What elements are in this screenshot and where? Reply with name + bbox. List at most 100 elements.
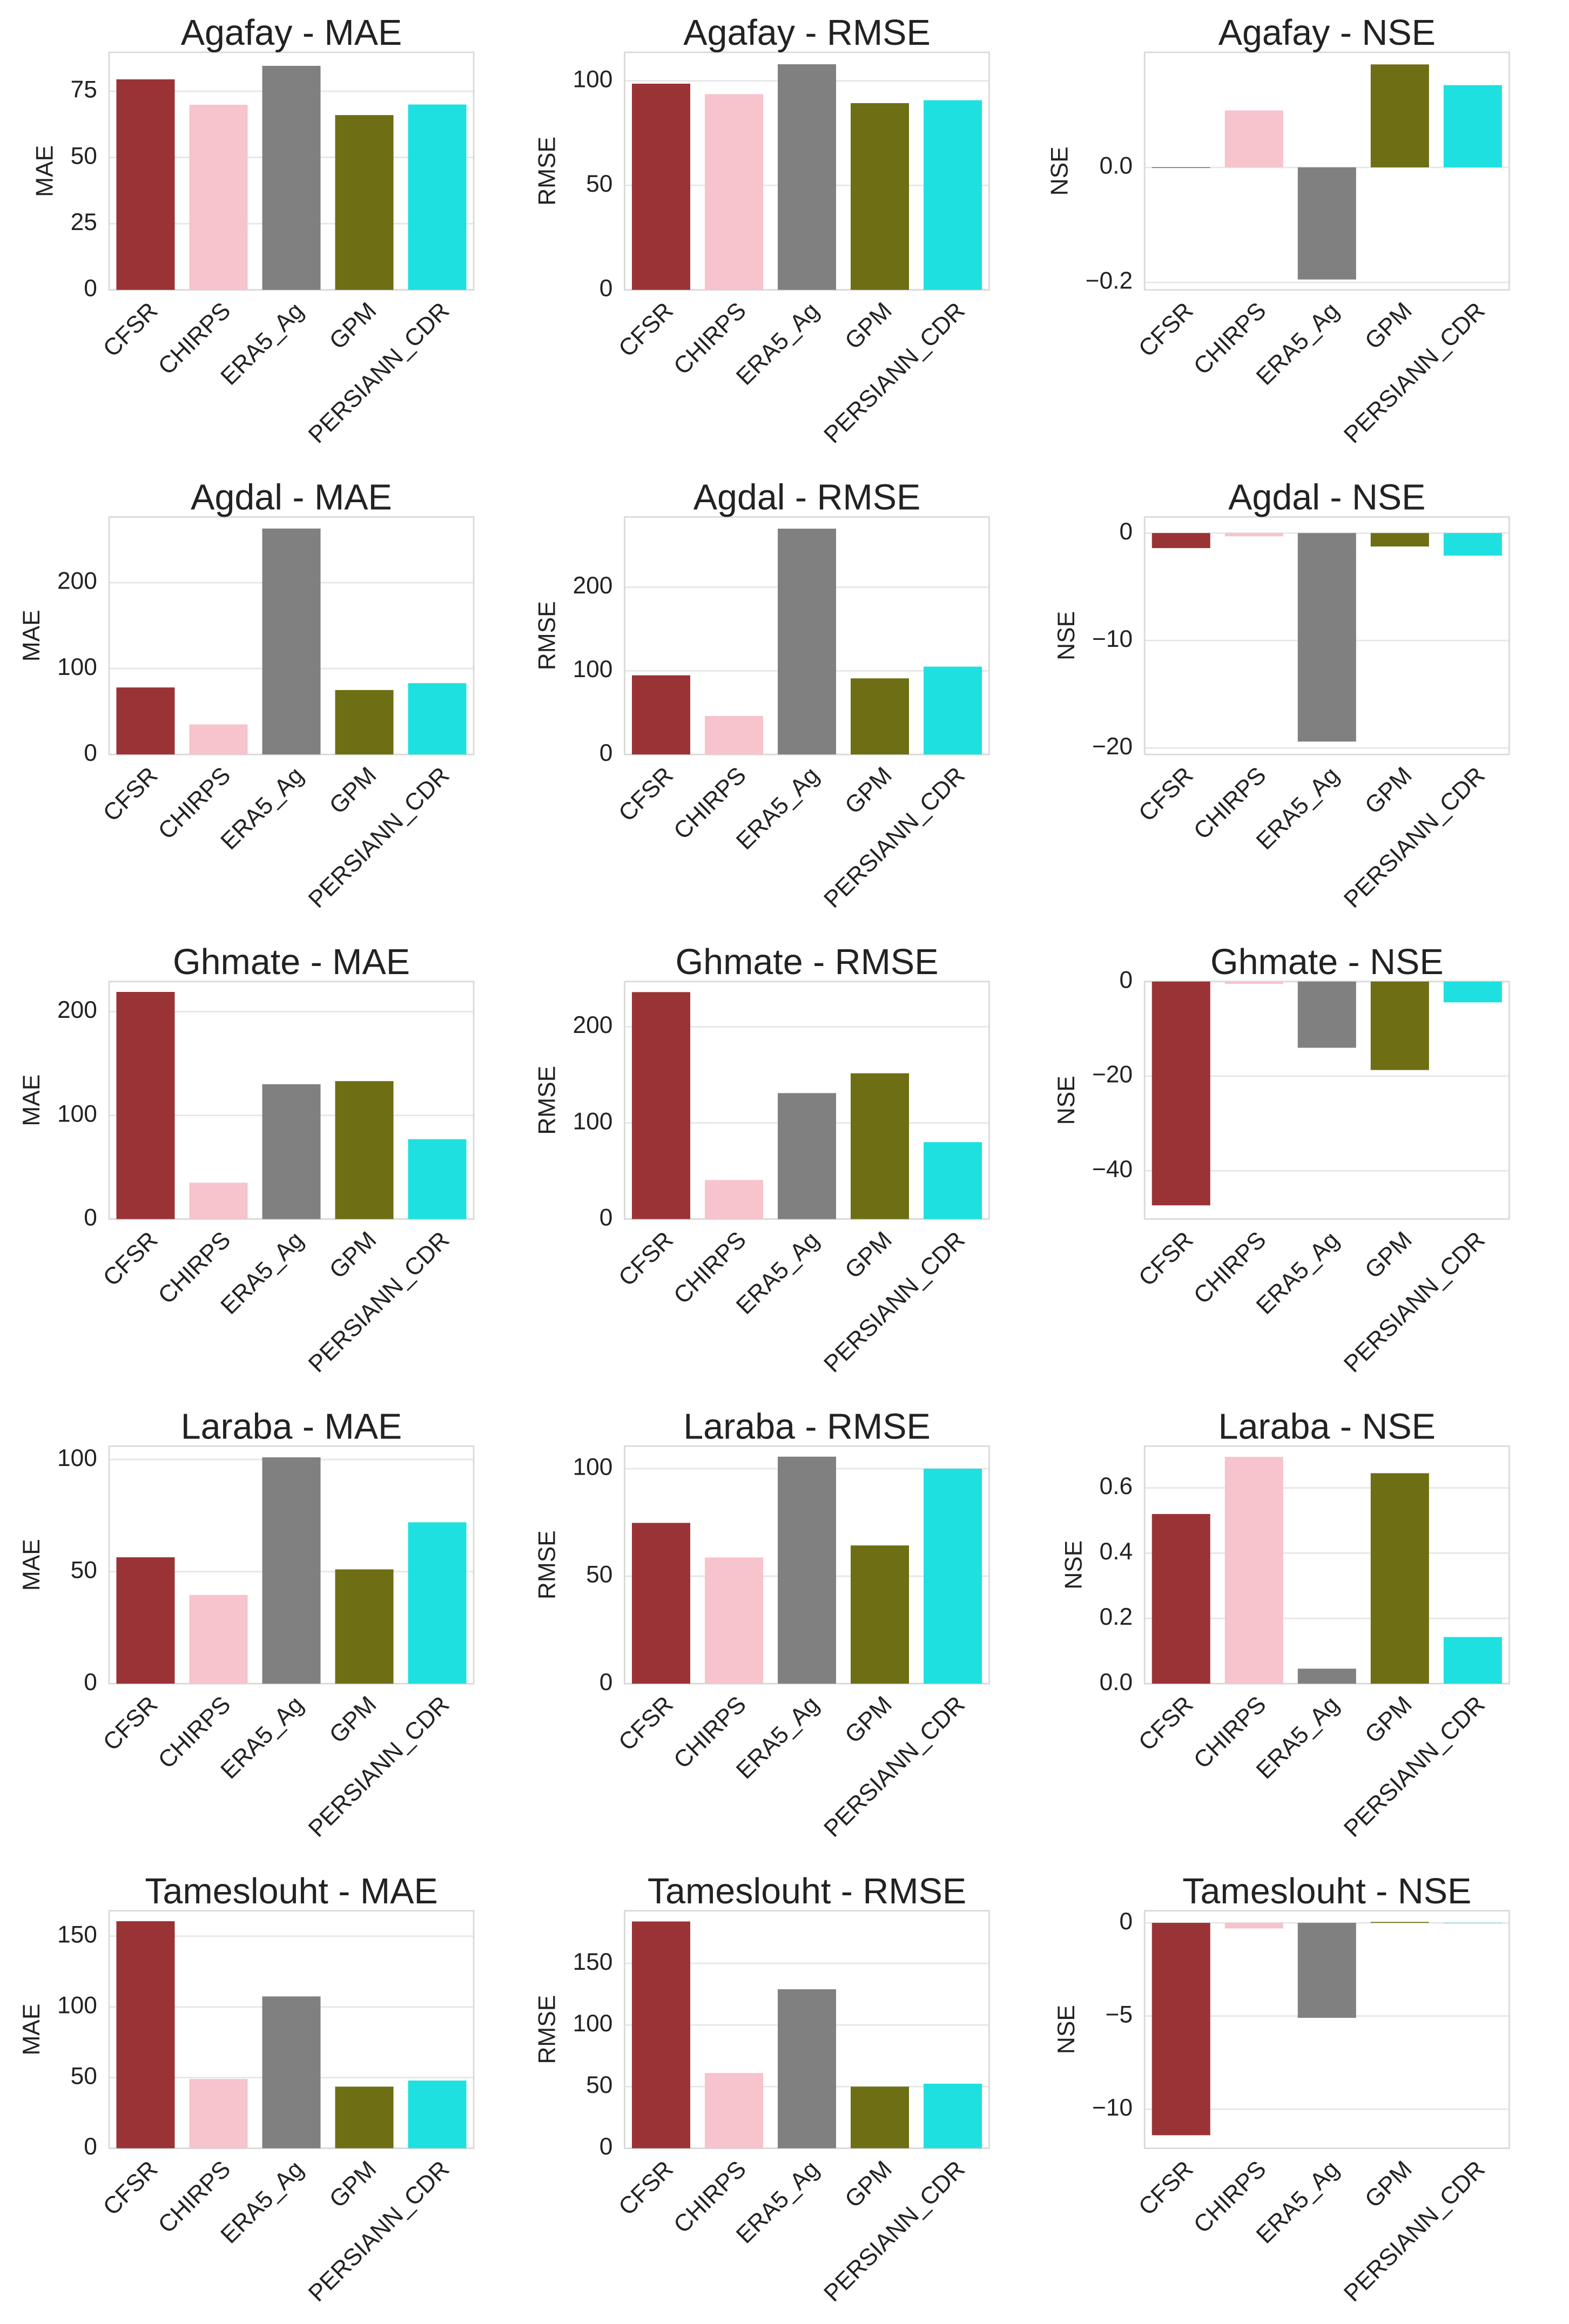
plot-frame	[1143, 51, 1510, 291]
bar	[1443, 85, 1502, 167]
x-tick-label: PERSIANN_CDR	[819, 2156, 970, 2307]
bar	[189, 105, 248, 290]
bar	[262, 65, 321, 290]
y-tick-label: −10	[1092, 2095, 1133, 2121]
bar	[1297, 533, 1356, 742]
y-tick-label: 0	[84, 1669, 97, 1695]
y-tick-label: 200	[573, 1012, 612, 1038]
chart-title: Laraba - RMSE	[683, 1407, 931, 1447]
y-tick-label: 200	[57, 568, 97, 594]
y-tick-label: 0.0	[1100, 153, 1133, 179]
chart-title: Agafay - MAE	[181, 13, 402, 53]
bar	[1443, 533, 1502, 556]
x-tick-label: CFSR	[98, 1227, 163, 1292]
y-tick-label: 0.4	[1100, 1538, 1133, 1565]
x-tick-label: GPM	[840, 298, 897, 355]
bar	[1224, 981, 1283, 984]
x-tick-label: CFSR	[98, 2156, 163, 2220]
x-tick-label: PERSIANN_CDR	[1339, 298, 1490, 449]
y-tick-label: 0	[1120, 518, 1133, 545]
x-tick-label: CFSR	[98, 1691, 163, 1756]
x-tick-label: CFSR	[1134, 298, 1198, 362]
bar	[1224, 1923, 1283, 1929]
x-tick-label: CFSR	[98, 298, 163, 362]
y-tick-label: 75	[71, 77, 97, 103]
bar	[262, 528, 321, 755]
x-tick-label: CFSR	[1134, 2156, 1198, 2220]
y-tick-label: 0	[84, 1204, 97, 1231]
y-tick-label: 0	[1120, 1908, 1133, 1935]
bar	[704, 94, 763, 290]
y-tick-label: 50	[586, 2072, 612, 2098]
bar	[116, 687, 175, 755]
x-tick-label: GPM	[840, 1227, 897, 1284]
x-tick-label: CFSR	[1134, 1691, 1198, 1756]
y-tick-label: −10	[1092, 626, 1133, 652]
y-tick-label: 0	[600, 1204, 613, 1231]
bar	[1224, 1457, 1283, 1684]
bar	[924, 2083, 982, 2149]
y-tick-label: 0	[84, 2133, 97, 2160]
bar	[1370, 533, 1429, 547]
y-axis-label: MAE	[18, 1539, 45, 1591]
y-tick-label: 0	[600, 1669, 613, 1695]
bar	[631, 675, 690, 755]
y-tick-label: 150	[573, 1949, 612, 1975]
y-axis-label: RMSE	[534, 1066, 560, 1135]
y-tick-label: 0	[600, 2133, 613, 2160]
x-tick-label: CFSR	[1134, 1227, 1198, 1292]
y-axis-label: RMSE	[534, 1530, 560, 1599]
bar	[851, 103, 910, 290]
bar	[1297, 1668, 1356, 1684]
bar	[1443, 981, 1502, 1003]
bar	[335, 115, 394, 290]
y-axis-label: RMSE	[534, 601, 560, 670]
y-tick-label: 100	[573, 66, 612, 92]
y-tick-label: 200	[573, 572, 612, 599]
y-axis-label: NSE	[1060, 1541, 1087, 1590]
y-tick-label: 50	[71, 1557, 97, 1583]
y-tick-label: 100	[57, 654, 97, 680]
bar	[1152, 1514, 1210, 1684]
x-tick-label: CFSR	[614, 1691, 678, 1756]
x-tick-label: GPM	[325, 2156, 382, 2213]
x-tick-label: GPM	[840, 1691, 897, 1748]
bar	[408, 1522, 467, 1684]
y-axis-label: NSE	[1053, 611, 1080, 660]
x-tick-label: PERSIANN_CDR	[1339, 1227, 1490, 1378]
y-tick-label: 200	[57, 997, 97, 1023]
bar	[851, 2086, 910, 2149]
chart-title: Tameslouht - NSE	[1182, 1872, 1471, 1911]
x-tick-label: GPM	[1360, 2156, 1417, 2213]
bar	[189, 1183, 248, 1219]
bar	[1370, 981, 1429, 1070]
x-tick-label: GPM	[325, 1691, 382, 1748]
chart-title: Ghmate - MAE	[173, 942, 410, 982]
bar	[924, 1142, 982, 1219]
x-tick-label: PERSIANN_CDR	[819, 1227, 970, 1378]
x-tick-label: GPM	[325, 762, 382, 819]
bar	[704, 716, 763, 755]
y-tick-label: 150	[57, 1921, 97, 1948]
x-tick-label: PERSIANN_CDR	[1339, 1691, 1490, 1842]
bar	[704, 1180, 763, 1219]
bar	[704, 2073, 763, 2149]
x-tick-label: PERSIANN_CDR	[1339, 2156, 1490, 2307]
bar	[1370, 64, 1429, 167]
plot-frame	[1143, 1910, 1510, 2149]
y-tick-label: 25	[71, 209, 97, 235]
y-tick-label: −20	[1092, 733, 1133, 760]
chart-title: Laraba - NSE	[1218, 1407, 1436, 1447]
x-tick-label: GPM	[325, 298, 382, 355]
bar	[1297, 981, 1356, 1048]
bar	[408, 683, 467, 755]
x-tick-label: PERSIANN_CDR	[1339, 762, 1490, 913]
x-tick-label: CFSR	[614, 298, 678, 362]
